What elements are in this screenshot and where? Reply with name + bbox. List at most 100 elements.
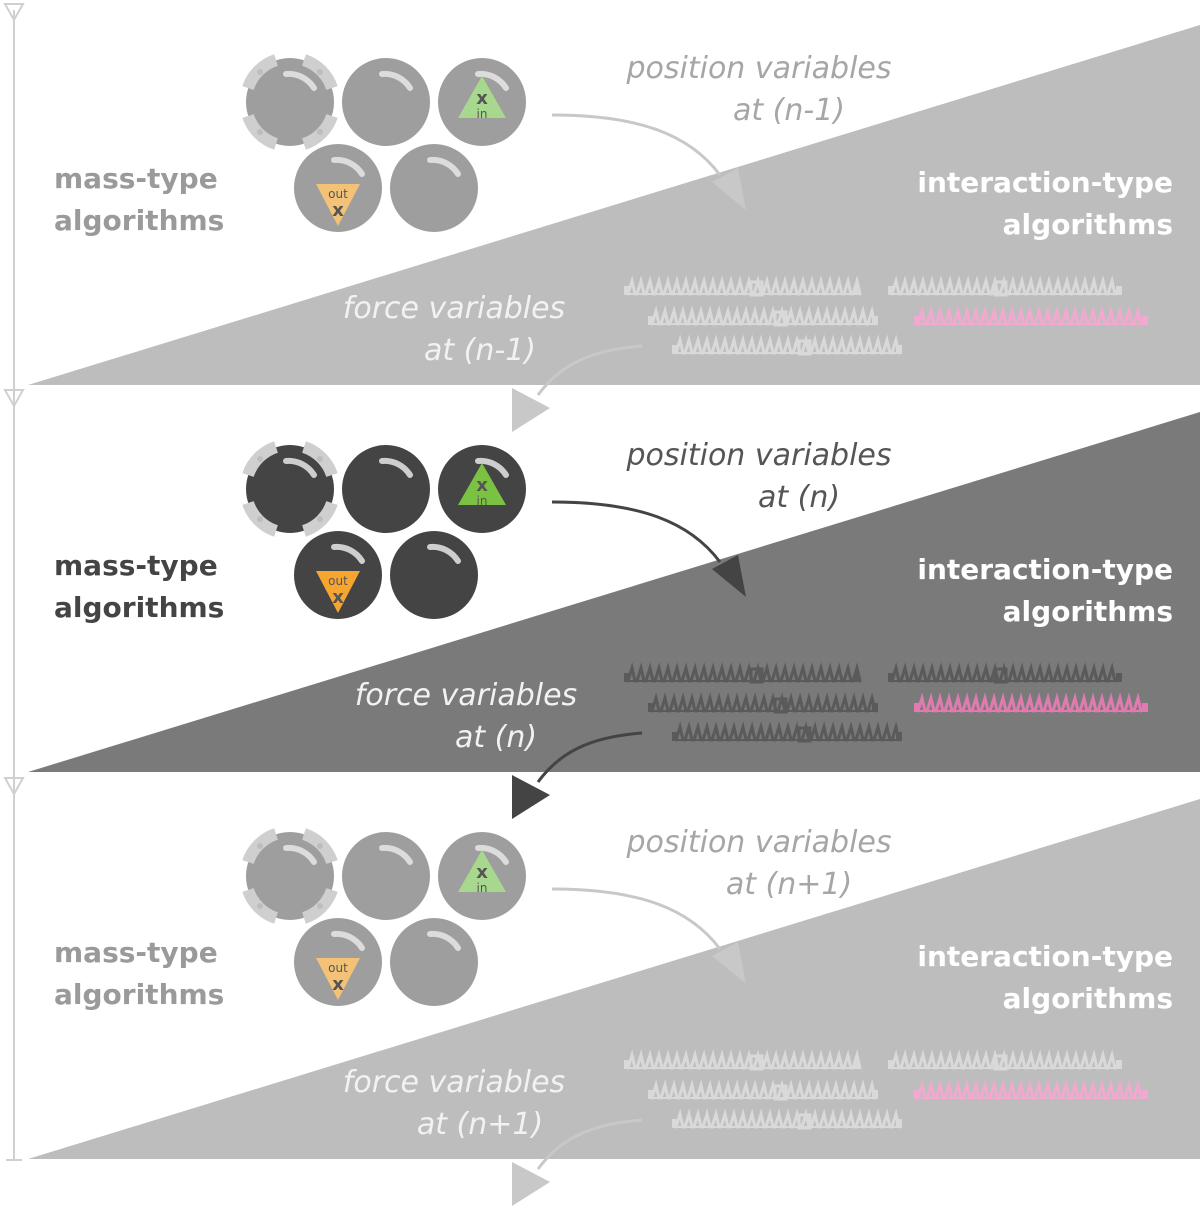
interaction-springs	[624, 1049, 1148, 1130]
position-arrow	[551, 887, 746, 984]
position-label-line-2: at (n+1)	[725, 867, 853, 902]
nonlinear-spring-row	[914, 305, 1148, 326]
interaction-label-line-1: interaction-type	[917, 940, 1173, 973]
force-label-line-1: force variables	[342, 1065, 566, 1100]
output-symbol: x	[332, 587, 344, 608]
mass-label-line-2: algorithms	[54, 204, 225, 237]
fixed-mass-ball	[242, 828, 338, 924]
mass-ball	[342, 445, 430, 533]
damper-symbol	[993, 1054, 1008, 1071]
output-text: out	[328, 961, 348, 975]
output-symbol: x	[332, 200, 344, 221]
mass-label-line-2: algorithms	[54, 591, 225, 624]
spring-row-0	[624, 1049, 862, 1070]
mass-label-line-1: mass-type	[54, 162, 218, 195]
spring-row-1	[648, 1079, 878, 1100]
interaction-springs	[624, 662, 1148, 743]
timeline-axis	[3, 3, 25, 1161]
interaction-label-line-2: algorithms	[1002, 982, 1173, 1015]
input-triangle-icon: xin	[458, 850, 506, 895]
nonlinear-spring-row	[914, 692, 1148, 713]
spring-row-0	[624, 275, 862, 296]
mass-ball	[342, 58, 430, 146]
input-mass-ball: xin	[438, 58, 526, 146]
input-triangle-icon: xin	[458, 76, 506, 121]
mass-ball	[390, 531, 478, 619]
mass-label-line-1: mass-type	[54, 549, 218, 582]
input-symbol: x	[476, 88, 488, 109]
input-triangle-icon: xin	[458, 463, 506, 508]
spring-row-2	[672, 334, 902, 355]
position-variables-label-n: position variables at (n)	[600, 435, 918, 519]
damper-symbol	[993, 280, 1008, 297]
damper-symbol	[773, 697, 788, 714]
position-label-line-1: position variables	[626, 438, 892, 473]
input-text: in	[477, 107, 488, 121]
mass-type-label-n: mass-type algorithms	[54, 545, 224, 629]
interaction-label-line-2: algorithms	[1002, 208, 1173, 241]
damper-symbol	[749, 667, 764, 684]
interaction-label-line-1: interaction-type	[917, 553, 1173, 586]
damper-symbol	[773, 1084, 788, 1101]
damper-symbol	[797, 726, 812, 743]
input-symbol: x	[476, 475, 488, 496]
input-mass-ball: xin	[438, 832, 526, 920]
mass-type-label-n-plus-1: mass-type algorithms	[54, 932, 224, 1016]
force-arrow	[512, 344, 643, 432]
position-arrow	[551, 113, 746, 210]
damper-symbol	[773, 310, 788, 327]
position-arrow	[551, 500, 746, 597]
position-variables-label-n-plus-1: position variables at (n+1)	[600, 822, 918, 906]
force-variables-label-n-minus-1: force variables at (n-1)	[320, 288, 588, 372]
interaction-type-label-n-plus-1: interaction-type algorithms	[860, 936, 1173, 1020]
input-mass-ball: xin	[438, 445, 526, 533]
fixed-mass-ball	[242, 441, 338, 537]
force-label-line-2: at (n-1)	[423, 333, 537, 368]
force-variables-label-n: force variables at (n)	[332, 675, 600, 759]
damper-symbol	[993, 667, 1008, 684]
force-arrow	[512, 1118, 643, 1206]
damper-symbol	[749, 280, 764, 297]
output-text: out	[328, 574, 348, 588]
position-label-line-2: at (n)	[757, 480, 841, 515]
interaction-type-label-n: interaction-type algorithms	[860, 549, 1173, 633]
spring-row-1	[648, 692, 878, 713]
position-label-line-1: position variables	[626, 51, 892, 86]
output-text: out	[328, 187, 348, 201]
force-arrow	[512, 731, 643, 819]
damper-symbol	[797, 1113, 812, 1130]
fixed-mass-ball	[242, 54, 338, 150]
spring-row-1	[648, 305, 878, 326]
force-label-line-2: at (n)	[454, 720, 538, 755]
mass-ball	[390, 918, 478, 1006]
input-text: in	[477, 494, 488, 508]
spring-row-2	[672, 721, 902, 742]
input-text: in	[477, 881, 488, 895]
mass-type-label-n-minus-1: mass-type algorithms	[54, 158, 224, 242]
force-label-line-1: force variables	[342, 291, 566, 326]
input-symbol: x	[476, 862, 488, 883]
interaction-label-line-1: interaction-type	[917, 166, 1173, 199]
interaction-springs	[624, 275, 1148, 356]
damper-symbol	[797, 339, 812, 356]
position-variables-label-n-minus-1: position variables at (n-1)	[600, 48, 918, 132]
interaction-label-line-2: algorithms	[1002, 595, 1173, 628]
mass-label-line-2: algorithms	[54, 978, 225, 1011]
position-label-line-1: position variables	[626, 825, 892, 860]
interaction-type-label-n-minus-1: interaction-type algorithms	[860, 162, 1173, 246]
mass-ball	[390, 144, 478, 232]
damper-symbol	[749, 1054, 764, 1071]
mass-ball	[342, 832, 430, 920]
nonlinear-spring-row	[914, 1079, 1148, 1100]
spring-row-2	[672, 1108, 902, 1129]
mass-label-line-1: mass-type	[54, 936, 218, 969]
force-variables-label-n-plus-1: force variables at (n+1)	[320, 1062, 588, 1146]
force-label-line-2: at (n+1)	[416, 1107, 544, 1142]
